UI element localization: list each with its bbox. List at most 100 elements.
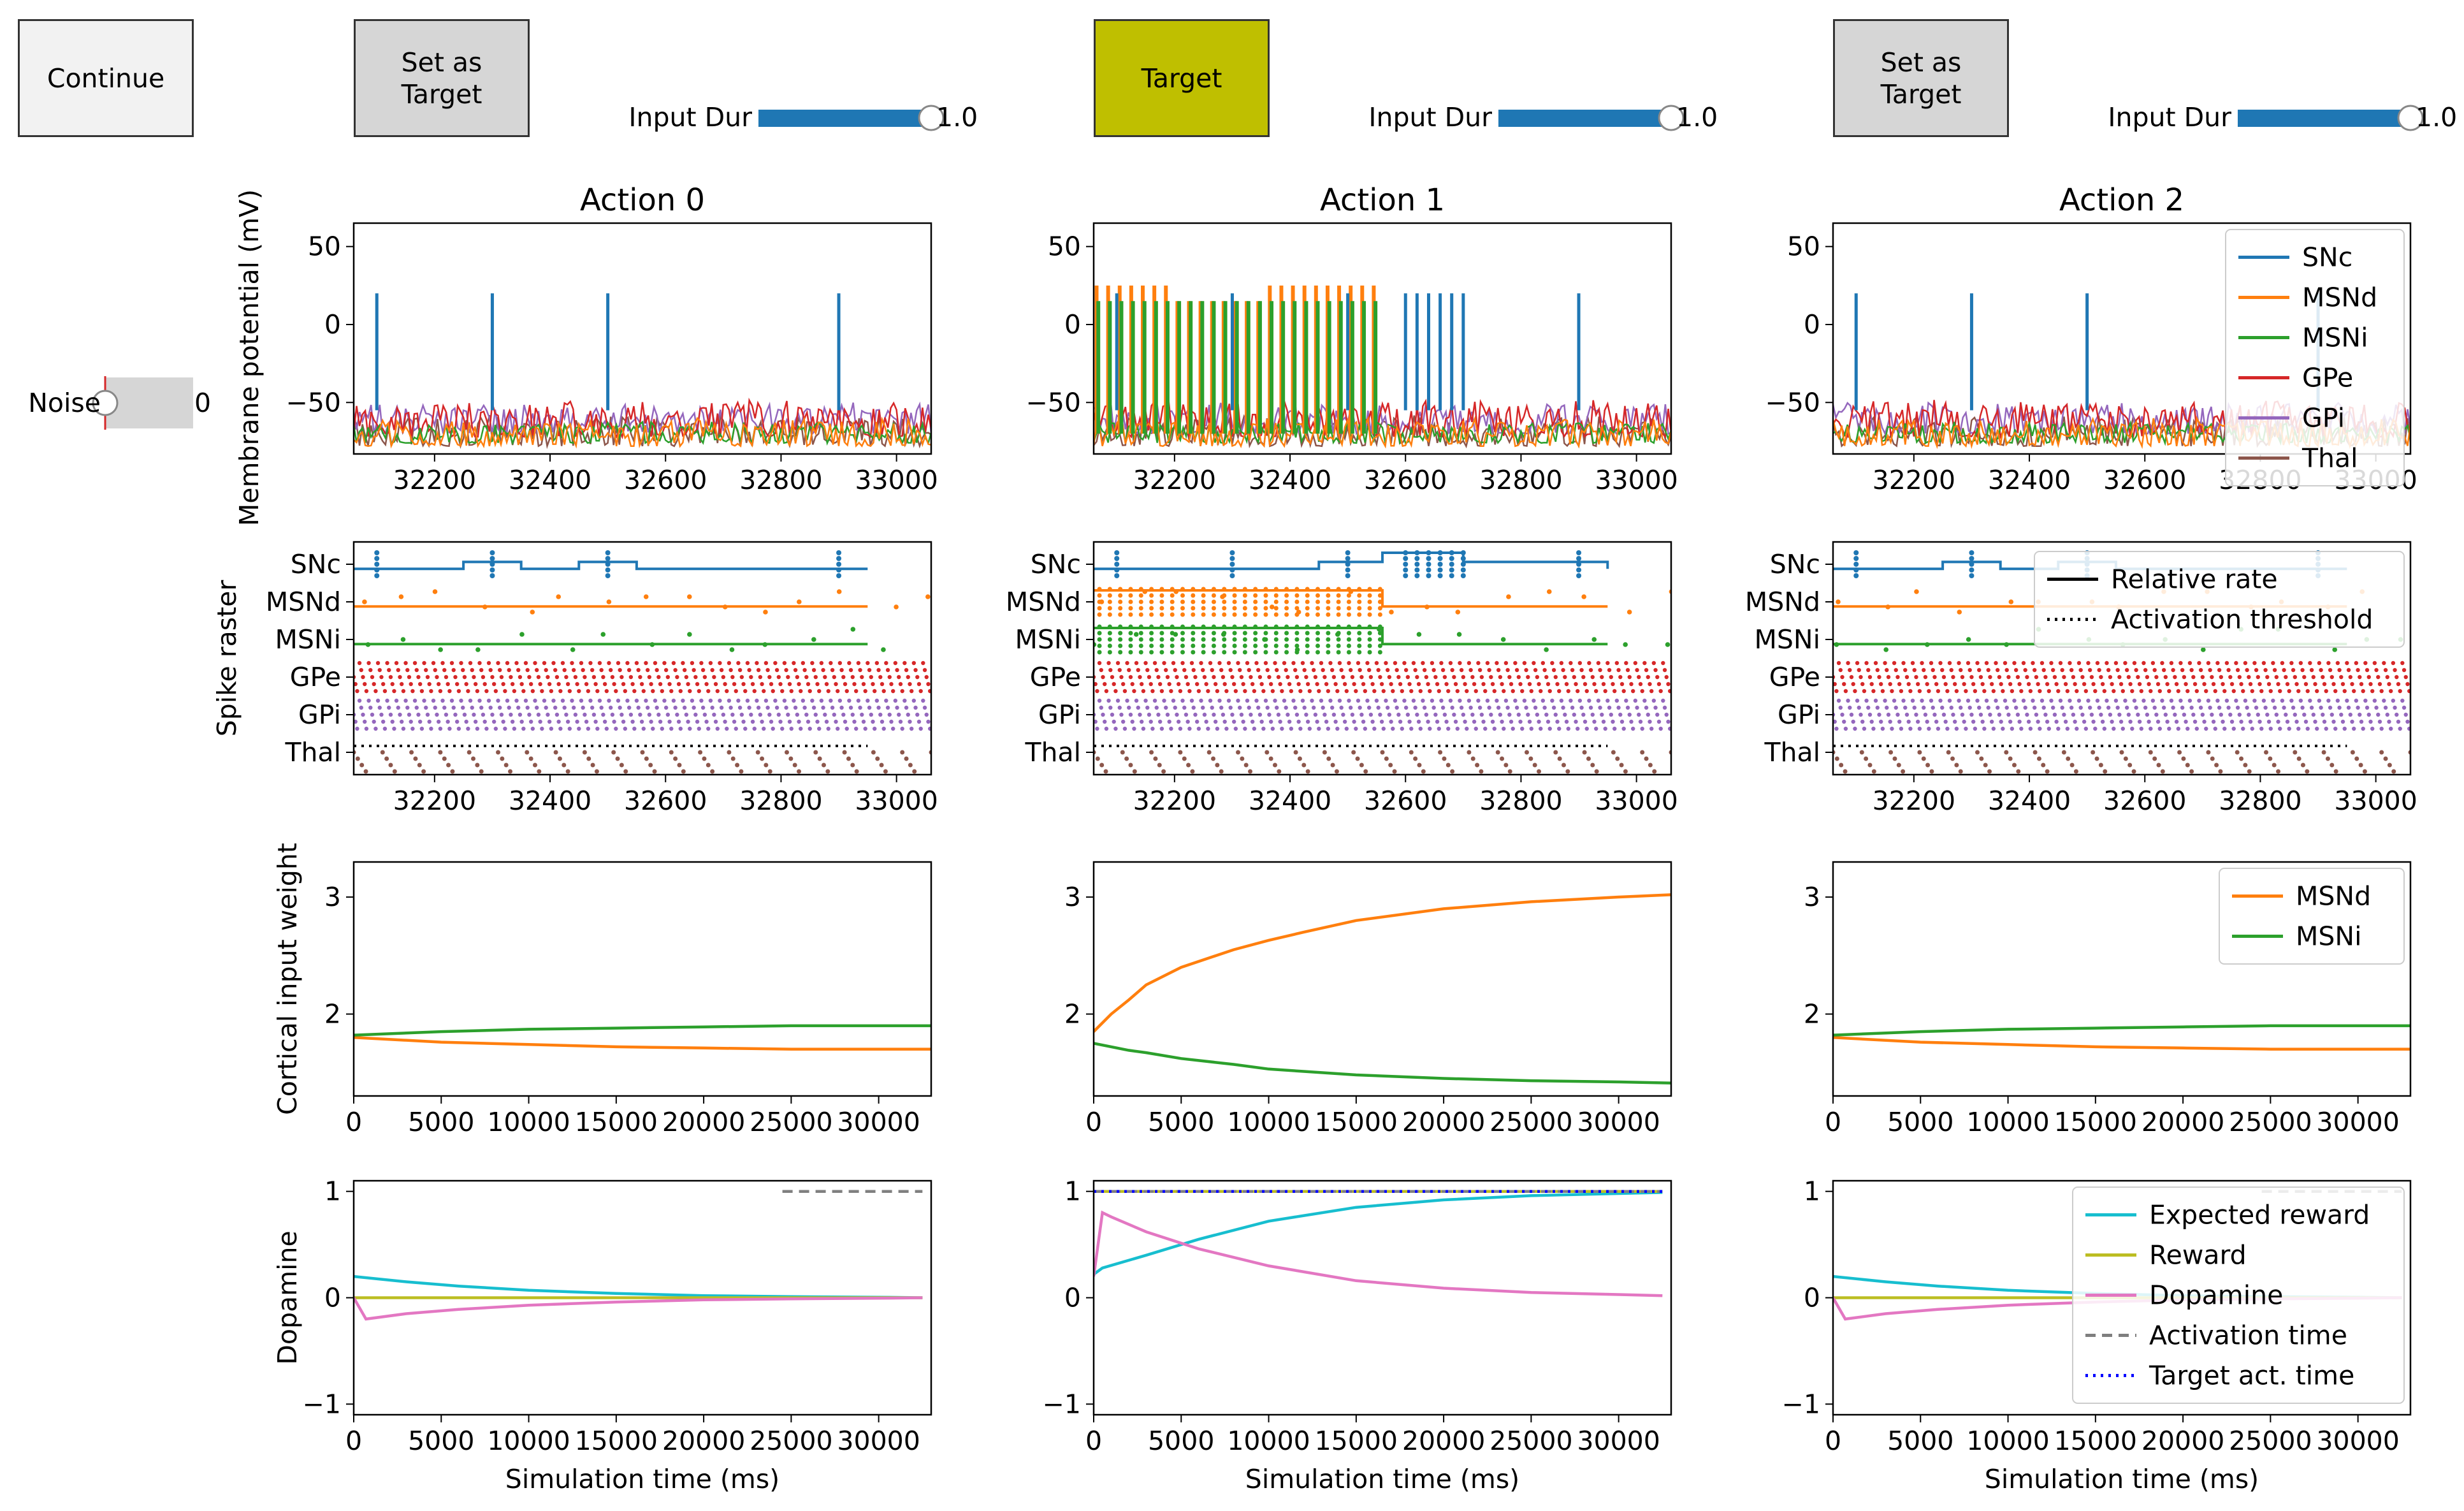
spike-dot [1470, 712, 1475, 717]
spike-dot [692, 705, 696, 710]
y-tick-label: 0 [324, 1283, 341, 1313]
spike-dot [2407, 726, 2410, 731]
spike-dot [1167, 682, 1171, 687]
spike-dot [1566, 689, 1570, 694]
set-as-target-button-action-0[interactable]: Set as Target [354, 19, 530, 137]
spike-dot [1576, 689, 1580, 694]
spike-dot [1305, 599, 1310, 604]
spike-dot [518, 712, 523, 717]
spike-dot [1191, 643, 1196, 648]
spike-dot [1273, 698, 1277, 703]
spike-dot [1467, 698, 1472, 703]
spike-dot [651, 726, 655, 731]
spike-dot [1150, 726, 1155, 731]
spike-dot [1128, 606, 1133, 611]
spike-dot [1533, 668, 1538, 673]
spike-dot [590, 705, 595, 710]
spike-dot [2174, 682, 2179, 687]
spike-dot [2189, 705, 2194, 710]
spike-dot [2120, 726, 2126, 731]
y-tick-label: 1 [1804, 1176, 1820, 1207]
spike-dot [1964, 726, 1968, 731]
spike-dot [1357, 631, 1362, 636]
input-dur-value: 1.0 [2416, 102, 2457, 133]
spike-dot [2348, 712, 2352, 717]
spike-dot [741, 682, 746, 687]
noise-slider[interactable]: Noise 0 [28, 376, 211, 430]
spike-dot [1357, 650, 1362, 655]
spike-dot [1132, 726, 1136, 731]
spike-dot [1662, 668, 1667, 673]
spike-dot [884, 698, 888, 703]
spike-dot [1537, 682, 1541, 687]
spike-dot [2198, 705, 2203, 710]
x-tick-label: 30000 [837, 1107, 920, 1137]
spike-dot [553, 668, 558, 673]
spike-dot [747, 705, 751, 710]
spike-dot [1282, 698, 1287, 703]
spike-dot [481, 675, 486, 680]
spike-dot [536, 675, 541, 680]
spike-dot [2065, 726, 2070, 731]
spike-dot [509, 675, 513, 680]
x-tick-label: 10000 [1966, 1107, 2049, 1137]
spike-dot [2372, 661, 2377, 666]
spike-dot [2087, 668, 2092, 673]
spike-dot [2031, 661, 2035, 666]
spike-dot [723, 719, 727, 724]
spike-dot [1609, 675, 1613, 680]
spike-dot [394, 698, 399, 703]
spike-dot [1958, 769, 1963, 774]
spike-dot [2011, 763, 2017, 768]
input-dur-slider-action-1[interactable]: Input Dur 1.0 [1368, 102, 1718, 133]
input-dur-slider-action-0[interactable]: Input Dur 1.0 [628, 102, 978, 133]
spike-dot [727, 750, 732, 755]
spike-dot [848, 705, 853, 710]
y-tick-label: GPe [290, 662, 341, 692]
spike-dot [904, 756, 909, 761]
series-msnd [1833, 1036, 2410, 1051]
spike-dot [913, 668, 918, 673]
spike-dot [1351, 750, 1356, 755]
spike-dot [2001, 726, 2005, 731]
spike-dot [387, 668, 391, 673]
spike-dot [843, 682, 848, 687]
spike-dot [1294, 606, 1300, 611]
spike-dot [2038, 689, 2042, 694]
x-tick-label: 0 [345, 1426, 362, 1456]
spike-dot [1389, 682, 1393, 687]
spike-dot [597, 661, 602, 666]
spike-dot [1193, 675, 1198, 680]
plot-frame [352, 861, 932, 1097]
spike-dot [1117, 705, 1122, 710]
spike-dot [2100, 719, 2105, 724]
spike-dot [614, 726, 618, 731]
y-tick-label: GPi [1038, 699, 1081, 730]
spike-dot [1317, 726, 1321, 731]
spike-dot [1949, 705, 1953, 710]
spike-dot [2185, 726, 2190, 731]
spike-dot [1986, 705, 1990, 710]
spike-dot [1149, 682, 1153, 687]
spike-dot [922, 668, 927, 673]
continue-button[interactable]: Continue [18, 19, 194, 137]
spike-dot [1489, 712, 1493, 717]
input-dur-slider-action-2[interactable]: Input Dur 1.0 [2108, 102, 2457, 133]
spike-dot [1581, 594, 1586, 599]
target-button-action-1[interactable]: Target [1094, 19, 1270, 137]
spike-dot [597, 698, 602, 703]
spike-dot [636, 705, 641, 710]
noise-track [105, 377, 193, 428]
spike-dot [1621, 689, 1626, 694]
spike-dot [1555, 682, 1560, 687]
spike-dot [1328, 661, 1333, 666]
spike-dot [2102, 689, 2107, 694]
spike-dot [1877, 675, 1881, 680]
spike-dot [1196, 689, 1201, 694]
spike-dot [1154, 705, 1159, 710]
spike-dot [2271, 698, 2275, 703]
spike-dot [1215, 726, 1220, 731]
set-as-target-button-action-2[interactable]: Set as Target [1833, 19, 2009, 137]
spike-dot [1453, 682, 1458, 687]
y-tick-label: MSNi [1755, 624, 1820, 655]
